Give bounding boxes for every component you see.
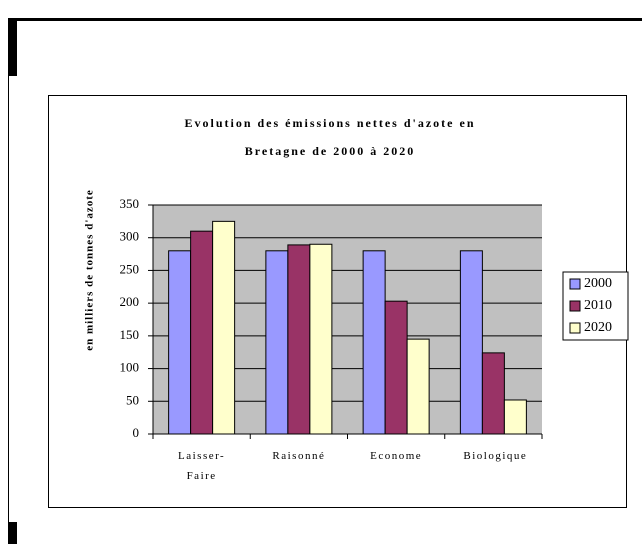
legend-label: 2000 [584,276,612,291]
x-tick-label: Econome [370,450,423,462]
chart-title: Evolution des émissions nettes d'azote e… [184,116,475,130]
legend-swatch [569,300,581,312]
legend-label: 2020 [584,320,612,335]
x-tick-label: Raisonné [272,450,326,462]
bar [362,250,386,435]
bar [168,250,192,435]
y-axis-label: en milliers de tonnes d'azote [84,189,96,351]
y-tick-label: 100 [120,360,140,375]
bar [384,300,408,435]
legend-swatch [569,278,581,290]
bar [481,352,505,435]
legend-label: 2010 [584,298,612,313]
bar [406,338,430,435]
x-tick-label: Laisser-Faire [178,450,226,482]
bar [265,250,289,435]
bar [287,244,311,435]
y-tick-label: 50 [126,392,139,407]
y-tick-label: 300 [120,229,140,244]
frame-top [8,18,642,21]
bar [503,399,527,435]
y-tick-label: 0 [133,425,140,440]
y-tick-label: 200 [120,294,140,309]
frame-left-bottom [8,522,17,544]
legend-swatch [569,322,581,334]
bar [309,243,333,435]
bar [190,230,214,435]
chart-title: Bretagne de 2000 à 2020 [245,144,415,158]
y-tick-label: 150 [120,327,140,342]
bar [212,220,236,435]
x-tick-label: Biologique [463,450,528,462]
y-tick-label: 250 [120,261,140,276]
bar [459,250,483,435]
frame-left-thick [8,18,17,76]
frame-left [8,18,9,528]
y-tick-label: 350 [120,196,140,211]
